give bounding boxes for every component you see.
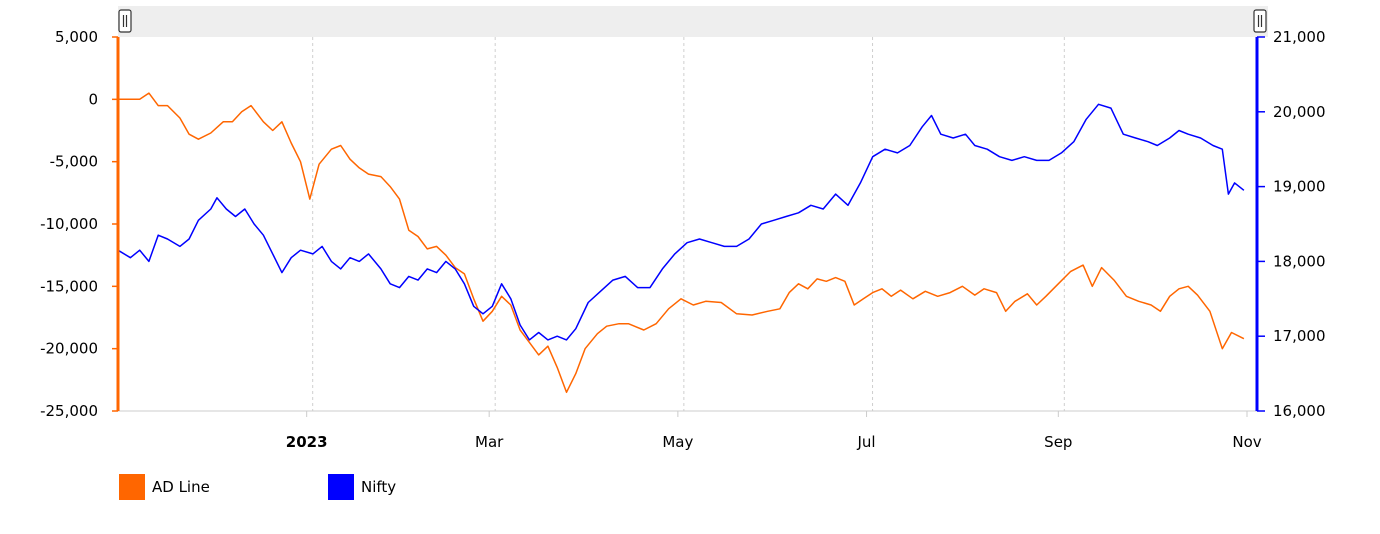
x-tick-label: Sep [1044, 433, 1072, 451]
legend: AD Line Nifty [119, 474, 537, 500]
left-tick-label: -15,000 [40, 277, 98, 295]
legend-swatch-ad-line [119, 474, 145, 500]
scrollbar-handle-right[interactable] [1253, 9, 1267, 33]
scrollbar-track[interactable] [118, 6, 1268, 37]
scrollbar-handle-left[interactable] [118, 9, 132, 33]
left-tick-label: -5,000 [50, 153, 98, 171]
legend-swatch-nifty [328, 474, 354, 500]
legend-label-nifty: Nifty [361, 478, 397, 496]
left-y-axis: 5,000 0 -5,000 -10,000 -15,000 -20,000 -25,000 [40, 28, 120, 420]
x-tick-label: May [662, 433, 693, 451]
x-tick-label: 2023 [286, 433, 328, 451]
x-tick-label: Nov [1232, 433, 1261, 451]
series-line-ad-line[interactable] [118, 92, 1245, 394]
x-axis: 2023 Mar May Jul Sep Nov [286, 411, 1262, 451]
legend-label-ad-line: AD Line [152, 478, 210, 496]
right-tick-label: 18,000 [1273, 252, 1326, 270]
left-tick-label: -25,000 [40, 402, 98, 420]
left-tick-label: 0 [88, 90, 98, 108]
right-tick-label: 16,000 [1273, 402, 1326, 420]
x-tick-label: Jul [856, 433, 875, 451]
grid-lines [312, 37, 1065, 411]
right-y-axis: 21,000 20,000 19,000 18,000 17,000 16,000 [1255, 28, 1326, 420]
legend-item-nifty[interactable]: Nifty [328, 474, 537, 500]
left-tick-label: -20,000 [40, 340, 98, 358]
right-tick-label: 19,000 [1273, 178, 1326, 196]
left-tick-label: 5,000 [55, 28, 98, 46]
right-tick-label: 20,000 [1273, 103, 1326, 121]
plot-area [117, 92, 1245, 394]
x-tick-label: Mar [475, 433, 504, 451]
right-tick-label: 17,000 [1273, 327, 1326, 345]
left-tick-label: -10,000 [40, 215, 98, 233]
right-tick-label: 21,000 [1273, 28, 1326, 46]
legend-item-ad-line[interactable]: AD Line [119, 474, 328, 500]
series-line-nifty[interactable] [117, 103, 1245, 341]
